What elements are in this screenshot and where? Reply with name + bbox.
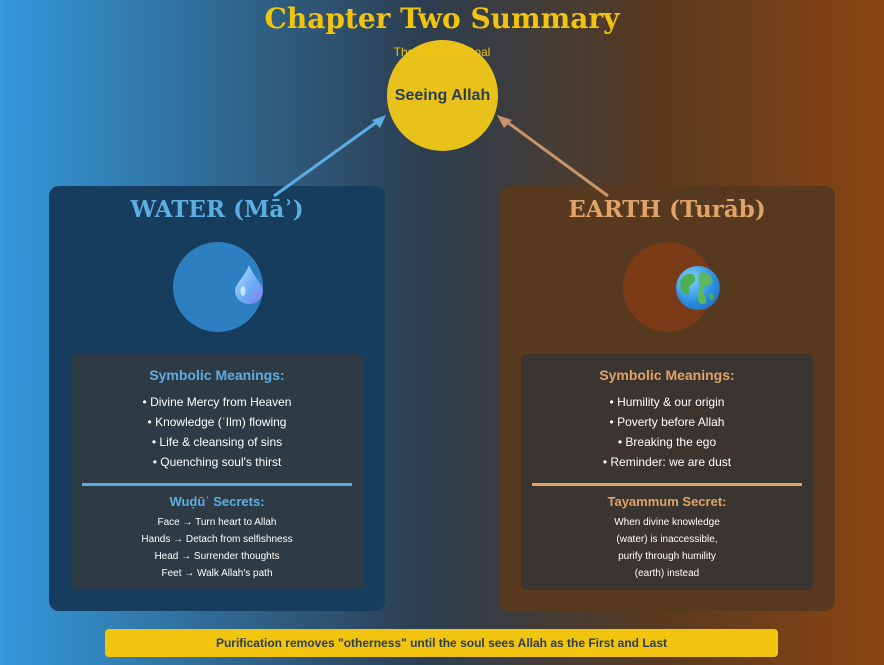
earth-meanings-box: Symbolic Meanings: • Humility & our orig… (521, 354, 813, 590)
water-meanings-heading: Symbolic Meanings: (149, 367, 285, 383)
water-drop-icon (235, 265, 263, 304)
earth-arrowhead (497, 115, 512, 128)
earth-secrets-list: When divine knowledge (water) is inacces… (521, 514, 813, 582)
earth-globe-icon (676, 266, 720, 310)
list-item: (water) is inaccessible, (616, 534, 718, 545)
earth-meanings-list: • Humility & our origin • Poverty before… (521, 392, 813, 472)
goal-label: Seeing Allah (394, 86, 491, 104)
earth-connector-line (502, 117, 609, 198)
water-panel: WATER (Māʾ) Symbolic Meanings: • Divine … (49, 186, 385, 611)
earth-secrets-heading: Tayammum Secret: (607, 494, 727, 509)
list-item: Hands → Detach from selfishness (141, 534, 293, 545)
water-connector-line (273, 117, 382, 198)
list-item: • Divine Mercy from Heaven (142, 395, 292, 409)
list-item: • Quenching soul's thirst (152, 455, 282, 469)
list-item: (earth) instead (634, 568, 700, 579)
water-arrowhead (372, 115, 386, 128)
water-title: WATER (Māʾ) (130, 196, 304, 223)
page-title: Chapter Two Summary (264, 2, 620, 35)
list-item: Face → Turn heart to Allah (157, 517, 277, 528)
list-item: purify through humility (618, 551, 716, 562)
goal-circle: Seeing Allah (387, 40, 498, 151)
list-item: • Knowledge (ʿIlm) flowing (147, 415, 287, 429)
earth-panel: EARTH (Turāb) Symbolic Meanings: • Humil… (499, 186, 835, 611)
list-item: • Life & cleansing of sins (151, 435, 283, 449)
list-item: When divine knowledge (614, 517, 720, 528)
water-secrets-heading: Wuḍūʾ Secrets: (169, 494, 265, 509)
water-icon-circle (173, 242, 263, 332)
water-secrets-list: Face → Turn heart to Allah Hands → Detac… (71, 514, 363, 582)
list-item: • Humility & our origin (609, 395, 725, 409)
list-item: Head → Surrender thoughts (154, 551, 280, 562)
list-item: • Reminder: we are dust (602, 455, 732, 469)
water-meanings-list: • Divine Mercy from Heaven • Knowledge (… (71, 392, 363, 472)
list-item: • Breaking the ego (617, 435, 717, 449)
water-divider (82, 483, 352, 486)
list-item: Feet → Walk Allah's path (161, 568, 273, 579)
water-meanings-box: Symbolic Meanings: • Divine Mercy from H… (71, 354, 363, 590)
footer-banner: Purification removes "otherness" until t… (105, 629, 778, 657)
earth-meanings-heading: Symbolic Meanings: (599, 367, 735, 383)
goal-subtitle: The Ultimate Goal (393, 45, 491, 59)
list-item: • Poverty before Allah (609, 415, 725, 429)
earth-icon-circle (623, 242, 720, 332)
earth-title: EARTH (Turāb) (568, 196, 766, 223)
earth-divider (532, 483, 802, 486)
